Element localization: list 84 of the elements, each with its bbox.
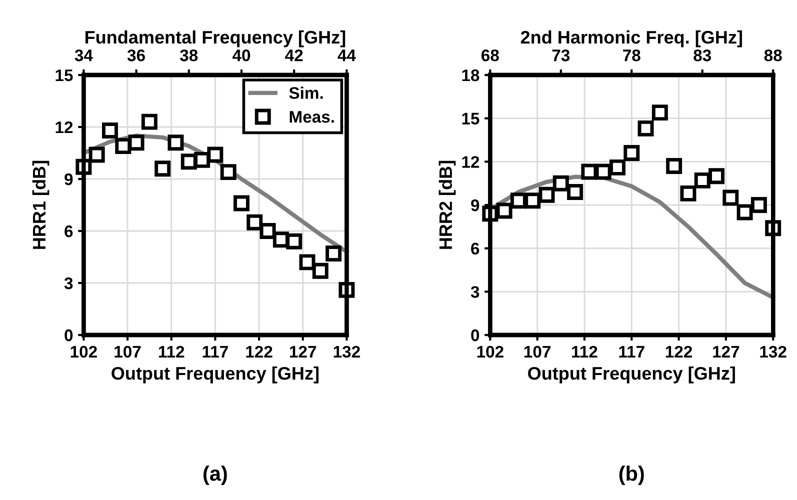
x-tick-label: 107 [524,346,550,358]
point [88,146,105,163]
legend-label: Meas. [290,111,334,123]
point [694,172,710,188]
x-tick-label: 132 [334,346,360,358]
y-tick-label: 9 [471,199,480,212]
y-tick-label: 0 [64,329,73,342]
x-tick-label: 127 [290,346,316,358]
point [624,145,640,161]
y-tick-label: 12 [462,156,480,168]
legend-label: Sim. [289,86,323,99]
x-tick-label: 107 [114,346,141,358]
y-axis-title: HRR2 [dB] [438,160,456,249]
point [538,186,555,203]
x2-tick-label: 44 [338,50,356,62]
y-tick-label: 9 [64,173,73,186]
point [652,104,668,121]
point [115,138,132,154]
point [220,164,236,180]
y-tick-label: 6 [64,225,73,238]
x-tick-label: 127 [713,346,740,358]
point [510,192,526,209]
y-tick-label: 15 [56,70,73,82]
x-tick-label: 117 [619,346,644,358]
x-tick-label: 102 [70,346,97,358]
text: (a) [204,466,227,485]
x-tick-label: 122 [246,346,272,358]
x2-axis-title: 2nd Harmonic Freq. [GHz] [520,30,742,48]
point [496,202,512,219]
point [141,114,158,130]
point [299,254,316,270]
point [638,120,654,136]
x-tick-label: 112 [572,346,598,358]
point [595,164,612,180]
x-tick-label: 117 [202,346,228,358]
y-axis-title: HRR1 [dB] [32,160,50,249]
x2-tick-label: 36 [127,49,145,62]
point [128,134,144,151]
x2-tick-label: 34 [74,49,93,62]
point [524,192,541,209]
point [609,159,626,176]
x-tick-label: 132 [760,346,786,358]
x-tick-label: 122 [666,346,692,358]
point [750,197,767,213]
point [326,246,342,262]
point [666,158,682,174]
x2-tick-label: 38 [180,49,198,62]
point [552,175,569,192]
point [736,204,753,220]
y-tick-label: 18 [462,69,480,82]
point [581,164,598,180]
point [234,195,250,212]
x2-tick-label: 83 [694,49,712,62]
text: (b) [619,466,644,485]
x-axis-title: Output Frequency [GHz] [528,366,735,384]
x2-tick-label: 78 [623,49,640,62]
point [154,160,171,177]
x2-axis-title: Fundamental Frequency [GHz] [85,30,346,48]
x-axis-title: Output Frequency [GHz] [112,366,318,384]
point [168,134,184,151]
x2-tick-label: 68 [481,49,499,62]
point [260,223,276,239]
x2-tick-label: 40 [232,49,250,62]
x2-tick-label: 73 [552,49,570,62]
x2-tick-label: 88 [764,49,782,62]
y-tick-label: 3 [64,277,73,290]
point [567,184,584,200]
point [207,146,224,163]
y-tick-label: 6 [471,242,480,255]
point [102,122,118,138]
x2-tick-label: 42 [285,49,303,62]
y-tick-label: 3 [470,286,480,298]
point [680,185,696,202]
point [708,168,724,184]
point [312,262,328,279]
y-tick-label: 15 [462,112,480,125]
point [722,190,739,206]
point [246,214,263,230]
point [286,233,302,250]
y-tick-label: 12 [56,121,73,134]
line-series [82,134,349,254]
x-tick-label: 112 [158,346,184,358]
x-tick-label: 102 [477,346,504,358]
y-tick-label: 0 [471,329,480,342]
